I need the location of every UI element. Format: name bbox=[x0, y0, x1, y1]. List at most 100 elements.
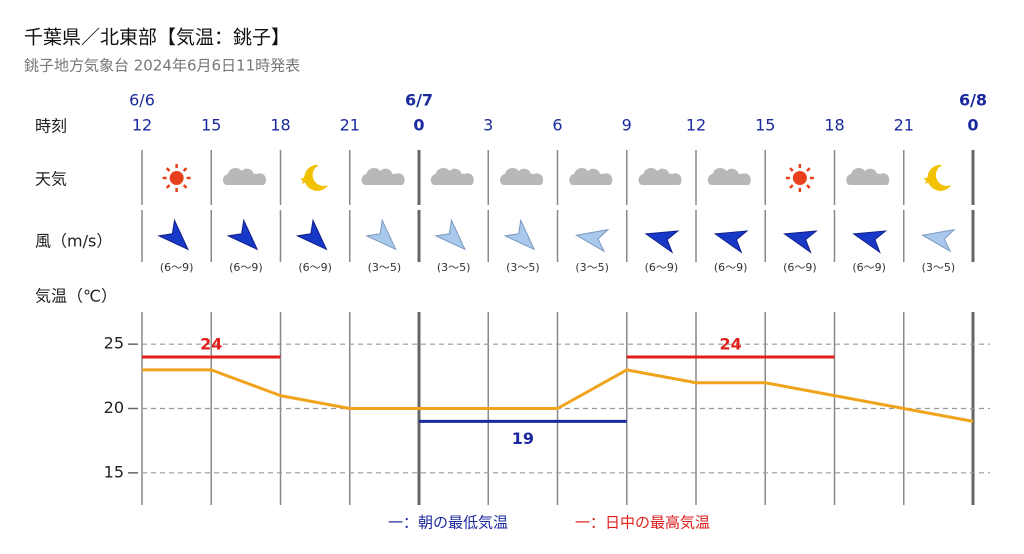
cloud bbox=[707, 167, 751, 185]
wind-label: (6〜9) bbox=[714, 261, 748, 274]
weather-icon bbox=[846, 167, 890, 185]
wind-label: (3〜5) bbox=[922, 261, 956, 274]
row-label: 時刻 bbox=[35, 117, 67, 136]
date-label: 6/8 bbox=[959, 91, 987, 110]
star bbox=[923, 175, 934, 184]
wind-label: (3〜5) bbox=[506, 261, 540, 274]
wind-label: (6〜9) bbox=[298, 261, 332, 274]
weather-icon bbox=[500, 167, 544, 185]
sun-ray bbox=[165, 167, 171, 172]
sun-ray bbox=[789, 184, 794, 189]
row-label: 気温（℃） bbox=[35, 287, 117, 306]
sun-core bbox=[792, 171, 807, 185]
cloud bbox=[638, 167, 682, 185]
wind-arrow bbox=[574, 228, 610, 253]
wind-arrow bbox=[226, 218, 259, 251]
wind-arrow-shape bbox=[713, 230, 749, 254]
sun-ray bbox=[806, 167, 811, 172]
weather-icon bbox=[638, 167, 682, 185]
sun-ray bbox=[806, 184, 811, 189]
wind-arrow bbox=[921, 228, 956, 253]
weather-icon bbox=[707, 167, 751, 185]
weather-icon bbox=[162, 164, 191, 192]
cloud bbox=[361, 167, 405, 185]
weather-icon bbox=[569, 167, 613, 185]
wind-arrow bbox=[852, 230, 888, 254]
x-tick-label: 0 bbox=[967, 116, 978, 135]
x-tick-label: 0 bbox=[413, 116, 424, 135]
wind-arrow bbox=[295, 218, 328, 251]
chart-subtitle: 銚子地方気象台 2024年6月6日11時発表 bbox=[24, 57, 300, 75]
x-tick-label: 18 bbox=[270, 116, 290, 135]
moon bbox=[927, 164, 952, 191]
wind-label: (6〜9) bbox=[645, 261, 679, 274]
wind-arrow-shape bbox=[295, 218, 328, 251]
x-tick-label: 6 bbox=[552, 116, 562, 135]
y-tick-label: 20 bbox=[104, 398, 124, 417]
x-tick-label: 18 bbox=[824, 116, 844, 135]
x-tick-label: 15 bbox=[201, 116, 221, 135]
row-label: 風（m/s） bbox=[35, 232, 112, 251]
wind-arrow-shape bbox=[226, 218, 259, 251]
cloud bbox=[846, 167, 890, 185]
wind-label: (6〜9) bbox=[160, 261, 194, 274]
sun-ray bbox=[182, 184, 188, 189]
wind-arrow-shape bbox=[921, 228, 956, 253]
wind-arrow bbox=[503, 218, 536, 251]
wind-arrow bbox=[157, 218, 189, 251]
legend-entry: 一：日中の最高気温 bbox=[575, 514, 710, 532]
wind-arrow-shape bbox=[434, 218, 466, 251]
wind-arrow bbox=[434, 218, 466, 251]
weather-icon bbox=[300, 164, 329, 191]
date-label: 6/7 bbox=[405, 91, 433, 110]
cloud bbox=[500, 167, 544, 185]
row-label: 天気 bbox=[35, 170, 67, 189]
sun-ray bbox=[165, 184, 171, 189]
x-tick-label: 9 bbox=[622, 116, 632, 135]
wind-arrow bbox=[644, 230, 680, 254]
y-tick-label: 15 bbox=[104, 462, 124, 481]
extreme-label: 24 bbox=[200, 335, 222, 354]
y-tick-label: 25 bbox=[104, 334, 124, 353]
weather-icon bbox=[923, 164, 952, 191]
cloud bbox=[569, 167, 613, 185]
extreme-label: 24 bbox=[719, 335, 741, 354]
extreme-label: 19 bbox=[512, 429, 534, 448]
date-label: 6/6 bbox=[129, 91, 155, 110]
wind-arrow-shape bbox=[364, 218, 397, 251]
sun-ray bbox=[789, 167, 794, 172]
wind-arrow-shape bbox=[852, 230, 888, 254]
weather-icon bbox=[361, 167, 405, 185]
cloud bbox=[430, 167, 474, 185]
sun-ray bbox=[182, 167, 188, 172]
moon bbox=[304, 164, 329, 191]
weather-icon bbox=[223, 167, 267, 185]
wind-label: (3〜5) bbox=[368, 261, 402, 274]
x-tick-label: 21 bbox=[894, 116, 914, 135]
x-tick-label: 12 bbox=[132, 116, 152, 135]
chart-title: 千葉県／北東部【気温：銚子】 bbox=[24, 27, 290, 49]
wind-arrow-shape bbox=[157, 218, 189, 251]
wind-label: (6〜9) bbox=[852, 261, 886, 274]
weather-icon bbox=[430, 167, 474, 185]
cloud bbox=[223, 167, 267, 185]
temperature-line bbox=[142, 368, 974, 423]
wind-label: (3〜5) bbox=[437, 261, 471, 274]
x-tick-label: 15 bbox=[755, 116, 775, 135]
x-tick-label: 12 bbox=[686, 116, 706, 135]
star bbox=[300, 175, 310, 184]
wind-label: (6〜9) bbox=[783, 261, 817, 274]
weather-icon bbox=[785, 164, 814, 192]
sun-core bbox=[169, 171, 184, 185]
wind-arrow-shape bbox=[644, 230, 680, 254]
wind-label: (6〜9) bbox=[229, 261, 263, 274]
wind-label: (3〜5) bbox=[575, 261, 609, 274]
wind-arrow bbox=[364, 218, 397, 251]
x-tick-label: 21 bbox=[340, 116, 360, 135]
wind-arrow-shape bbox=[783, 230, 818, 254]
wind-arrow bbox=[783, 230, 818, 254]
wind-arrow bbox=[713, 230, 749, 254]
x-tick-label: 3 bbox=[483, 116, 493, 135]
legend-entry: 一：朝の最低気温 bbox=[388, 514, 508, 532]
